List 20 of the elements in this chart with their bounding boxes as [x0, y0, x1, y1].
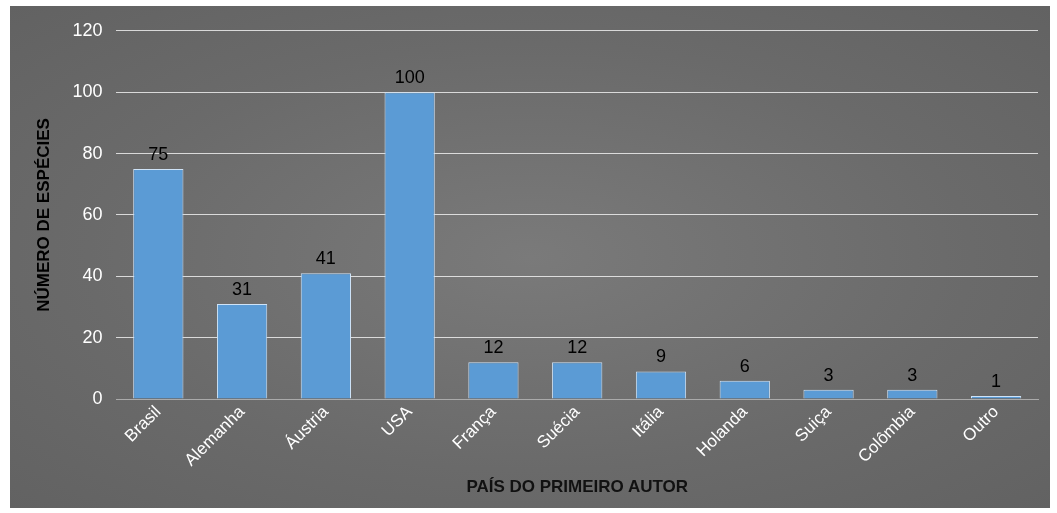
- data-label: 31: [232, 278, 253, 299]
- data-label: 9: [655, 346, 666, 367]
- x-axis-title: PAÍS DO PRIMEIRO AUTOR: [466, 477, 689, 497]
- y-tick-label: 60: [82, 203, 103, 224]
- y-tick-label: 0: [92, 388, 103, 409]
- data-label: 41: [315, 248, 336, 269]
- y-axis-title: NÚMERO DE ESPÉCIES: [33, 118, 53, 312]
- data-label: 3: [907, 364, 918, 385]
- data-label: 1: [991, 370, 1002, 391]
- y-tick-label: 80: [82, 142, 103, 163]
- data-label: 12: [483, 337, 504, 358]
- y-tick-label: 40: [82, 265, 103, 286]
- y-tick-label: 100: [72, 81, 103, 102]
- data-label: 100: [394, 67, 425, 88]
- data-label: 3: [823, 364, 834, 385]
- data-label: 12: [567, 337, 588, 358]
- y-tick-label: 120: [72, 19, 103, 40]
- data-label: 6: [739, 355, 750, 376]
- y-tick-label: 20: [82, 326, 103, 347]
- x-tick-label: USA: [377, 401, 417, 441]
